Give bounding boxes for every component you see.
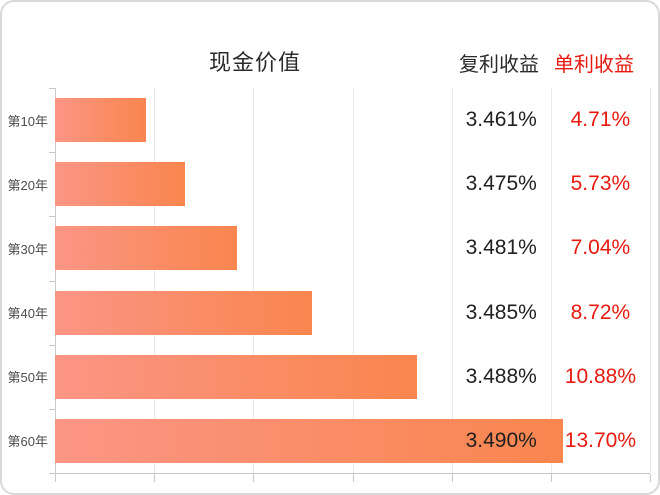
gridline (451, 88, 453, 473)
y-axis-tick (49, 152, 55, 154)
y-axis-tick (49, 408, 55, 410)
compound-yield-value: 3.461% (465, 108, 537, 132)
simple-yield-value: 13.70% (564, 428, 637, 452)
category-label: 第20年 (7, 177, 48, 193)
chart-row-year10: 第10年 3.461% 4.71% (8, 88, 650, 152)
gridline (154, 88, 156, 473)
cash-value-bar (55, 418, 564, 463)
x-axis-line (55, 473, 650, 474)
category-label: 第40年 (7, 306, 48, 322)
x-axis-tick (55, 474, 56, 482)
chart-row-year50: 第50年 3.488% 10.88% (8, 345, 650, 409)
cash-value-bar (55, 226, 238, 271)
x-axis-tick (550, 474, 552, 482)
compound-yield-value: 3.490% (465, 428, 537, 452)
simple-yield-value: 10.88% (564, 364, 637, 388)
cash-value-bar (55, 98, 147, 142)
category-label: 第50年 (7, 370, 48, 386)
cash-value-bar (55, 354, 417, 399)
category-label: 第30年 (7, 241, 48, 257)
x-axis-tick (451, 474, 453, 482)
cash-value-bar (55, 290, 313, 335)
chart-row-year60: 第60年 3.490% 13.70% (8, 409, 650, 473)
y-axis-tick (49, 344, 55, 346)
x-axis-tick (253, 474, 255, 482)
category-label: 第60年 (7, 434, 48, 450)
column-header-simple-yield: 单利收益 (554, 54, 634, 76)
simple-yield-value: 7.04% (570, 236, 631, 260)
x-axis-tick (154, 474, 156, 482)
chart-row-year40: 第40年 3.485% 8.72% (8, 281, 650, 345)
chart-row-year20: 第20年 3.475% 5.73% (8, 152, 650, 216)
simple-yield-value: 4.71% (570, 108, 631, 132)
x-axis-tick (352, 474, 354, 482)
y-axis-line (55, 88, 56, 473)
compound-yield-value: 3.475% (465, 172, 537, 196)
x-axis-tick (650, 474, 651, 482)
plot-area: 第10年 3.461% 4.71% 第20年 3.475% 5.73% 第30年… (8, 88, 651, 482)
gridline (253, 88, 255, 473)
y-axis-tick (49, 473, 55, 474)
y-axis-tick (49, 280, 55, 282)
compound-yield-value: 3.481% (465, 236, 537, 260)
y-axis-tick (49, 216, 55, 218)
compound-yield-value: 3.485% (465, 300, 537, 324)
category-label: 第10年 (7, 113, 48, 129)
chart-rows: 第10年 3.461% 4.71% 第20年 3.475% 5.73% 第30年… (8, 88, 650, 473)
gridline (352, 88, 354, 473)
gridline (550, 88, 552, 473)
simple-yield-value: 5.73% (570, 172, 631, 196)
gridline (650, 88, 651, 473)
simple-yield-value: 8.72% (570, 300, 631, 324)
compound-yield-value: 3.488% (465, 364, 537, 388)
y-axis-tick (49, 88, 55, 89)
column-header-compound-yield: 复利收益 (459, 54, 539, 76)
chart-title: 现金价值 (208, 50, 301, 75)
cash-value-bar (55, 162, 185, 207)
chart-row-year30: 第30年 3.481% 7.04% (8, 216, 650, 280)
